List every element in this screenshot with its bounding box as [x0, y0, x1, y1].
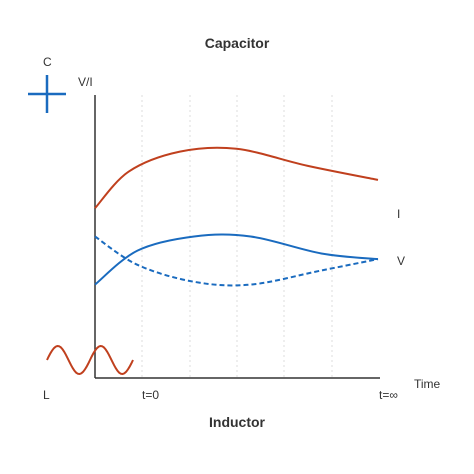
series-line-i — [94, 146, 379, 209]
x-tick-end: t=∞ — [379, 388, 398, 402]
capacitor-icon — [28, 75, 66, 113]
series-line-dashed — [94, 235, 379, 287]
y-axis-label: V/I — [78, 75, 93, 89]
x-tick-start: t=0 — [142, 388, 160, 402]
voltage-series-label: V — [397, 254, 406, 268]
inductor-sine-wave-icon — [46, 344, 134, 376]
capacitor-label: C — [43, 55, 52, 69]
series-line-v — [94, 233, 379, 286]
chart-title: Capacitor — [204, 35, 270, 51]
inductor-label: L — [43, 388, 50, 402]
x-axis-label: Time — [414, 377, 441, 391]
chart-subtitle: Inductor — [209, 414, 265, 430]
current-series-label: I — [397, 207, 401, 221]
grid-lines — [141, 95, 333, 378]
